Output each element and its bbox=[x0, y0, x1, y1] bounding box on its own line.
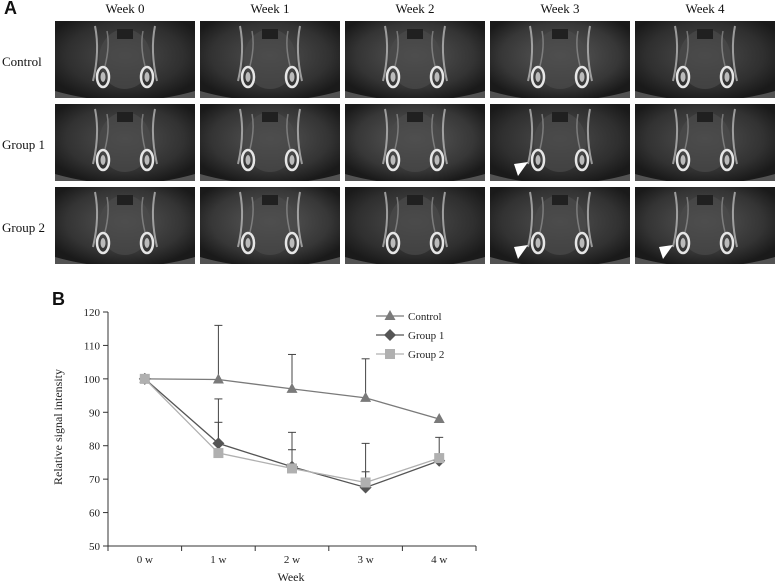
column-header-week-1: Week 1 bbox=[250, 1, 290, 16]
data-point-control bbox=[433, 412, 445, 423]
y-tick-label: 50 bbox=[89, 541, 101, 553]
data-point-group-2 bbox=[360, 477, 371, 488]
mri-image bbox=[200, 104, 340, 181]
data-point-control bbox=[360, 391, 372, 402]
data-point-control bbox=[212, 373, 224, 384]
y-tick-label: 60 bbox=[89, 508, 101, 520]
legend-label-group-1: Group 1 bbox=[408, 330, 444, 342]
panel-a-label: A bbox=[4, 0, 17, 18]
data-point-control bbox=[286, 382, 298, 393]
row-header-control: Control bbox=[2, 54, 42, 69]
x-tick-label: 2 w bbox=[284, 554, 300, 566]
mri-image bbox=[635, 21, 775, 98]
legend-marker-group-2 bbox=[385, 349, 395, 359]
data-point-group-2 bbox=[287, 463, 297, 474]
arrowhead-marker bbox=[514, 162, 528, 176]
mri-image bbox=[55, 187, 195, 264]
legend-marker-control bbox=[384, 310, 396, 320]
row-header-group-1: Group 1 bbox=[2, 137, 45, 152]
x-tick-label: 4 w bbox=[431, 554, 447, 566]
arrowhead-marker bbox=[514, 245, 528, 259]
data-point-group-2 bbox=[434, 453, 445, 464]
panel-b-label: B bbox=[52, 289, 65, 309]
chart-legend: Control Group 1 Group 2 bbox=[376, 310, 444, 361]
x-tick-label: 1 w bbox=[210, 554, 226, 566]
data-point-group-1 bbox=[212, 437, 225, 450]
arrowhead-marker bbox=[659, 245, 673, 259]
series-group-2 bbox=[139, 373, 445, 488]
row-header-group-2: Group 2 bbox=[2, 220, 45, 235]
x-tick-label: 3 w bbox=[357, 554, 373, 566]
column-header-week-0: Week 0 bbox=[105, 1, 145, 16]
mri-image bbox=[490, 21, 630, 98]
mri-image bbox=[200, 187, 340, 264]
data-point-group-2 bbox=[213, 448, 224, 459]
y-axis-label: Relative signal intensity bbox=[51, 369, 65, 485]
y-tick-label: 90 bbox=[89, 407, 101, 419]
mri-image bbox=[55, 104, 195, 181]
mri-image bbox=[200, 21, 340, 98]
y-tick-label: 80 bbox=[89, 441, 101, 453]
legend-marker-group-1 bbox=[384, 329, 396, 341]
y-tick-label: 110 bbox=[84, 340, 101, 352]
legend-label-group-2: Group 2 bbox=[408, 349, 444, 361]
mri-image bbox=[490, 104, 630, 181]
column-header-week-3: Week 3 bbox=[540, 1, 580, 16]
data-point-group-2 bbox=[139, 373, 150, 384]
column-header-week-2: Week 2 bbox=[395, 1, 435, 16]
legend-label-control: Control bbox=[408, 311, 442, 323]
mri-image bbox=[490, 187, 630, 264]
y-tick-label: 70 bbox=[89, 474, 101, 486]
mri-image bbox=[345, 187, 485, 264]
mri-image bbox=[345, 21, 485, 98]
mri-image bbox=[635, 104, 775, 181]
y-tick-label: 120 bbox=[84, 307, 101, 319]
x-axis-label: Week bbox=[277, 570, 304, 584]
mri-image bbox=[345, 104, 485, 181]
mri-image bbox=[635, 187, 775, 264]
x-tick-label: 0 w bbox=[137, 554, 153, 566]
error-bars-group-1 bbox=[214, 398, 370, 488]
column-header-week-4: Week 4 bbox=[685, 1, 725, 16]
mri-image bbox=[55, 21, 195, 98]
y-tick-label: 100 bbox=[84, 374, 101, 386]
